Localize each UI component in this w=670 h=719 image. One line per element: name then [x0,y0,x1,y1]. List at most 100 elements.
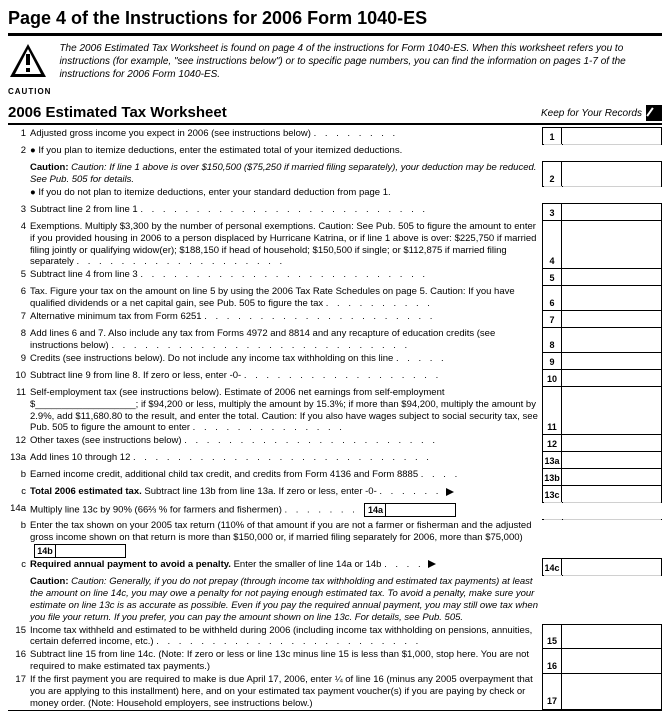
line-text: Required annual payment to avoid a penal… [30,558,542,571]
box-num: 14c [542,558,562,575]
line-text: Other taxes (see instructions below) . .… [30,434,542,447]
box-num: 13b [542,468,562,485]
box-val[interactable] [562,386,662,435]
box-num: 14a [364,503,386,517]
box-num: 2 [542,161,562,186]
pencil-icon [646,105,662,121]
line-text: Subtract line 2 from line 1 . . . . . . … [30,203,542,216]
box-num: 7 [542,310,562,327]
line-text: Earned income credit, additional child t… [30,468,542,481]
line-text: Tax. Figure your tax on the amount on li… [30,285,542,310]
line-num: 9 [8,352,30,365]
line-text: Credits (see instructions below). Do not… [30,352,542,365]
box-val[interactable] [562,468,662,485]
line-num: 5 [8,268,30,281]
caution-label: CAUTION [8,87,51,96]
line-num: 13a [8,451,30,464]
box-num: 13a [542,451,562,468]
worksheet-header: 2006 Estimated Tax Worksheet Keep for Yo… [8,104,662,125]
box-val[interactable] [562,485,662,502]
line-text: Enter the tax shown on your 2005 tax ret… [30,519,542,558]
box-num: 16 [542,648,562,673]
box-val[interactable] [562,451,662,468]
worksheet-title: 2006 Estimated Tax Worksheet [8,104,227,121]
box-val[interactable] [562,285,662,310]
box-val[interactable] [386,503,456,517]
box-val[interactable] [562,434,662,451]
box-val[interactable] [562,268,662,285]
line-text: Subtract line 9 from line 8. If zero or … [30,369,542,382]
line-num: b [8,468,30,481]
box-val[interactable] [562,127,662,144]
box-val[interactable] [562,352,662,369]
box-val[interactable] [562,220,662,269]
box-num: 5 [542,268,562,285]
box-num: 6 [542,285,562,310]
line-num: 8 [8,327,30,340]
box-val[interactable] [562,624,662,649]
line-num: 4 [8,220,30,233]
box-val[interactable] [562,369,662,386]
line-num: 10 [8,369,30,382]
line-num: 2 [8,144,30,157]
box-val[interactable] [562,558,662,575]
page-title: Page 4 of the Instructions for 2006 Form… [8,8,662,29]
line-text: If the first payment you are required to… [30,673,542,710]
line-num: c [8,485,30,498]
caution-icon: CAUTION [8,42,51,96]
box-num: 8 [542,327,562,352]
keep-records: Keep for Your Records [541,108,642,119]
box-num: 3 [542,203,562,220]
box-num: 1 [542,127,562,144]
line-num: 3 [8,203,30,216]
line-text: ● If you plan to itemize deductions, ent… [30,144,542,157]
line-num: 14a [8,502,30,515]
box-val[interactable] [562,203,662,220]
box-num: 15 [542,624,562,649]
box-num: 13c [542,485,562,502]
line-text: Total 2006 estimated tax. Subtract line … [30,485,542,498]
line-num: 7 [8,310,30,323]
line-caution: Caution: Caution: If line 1 above is ove… [30,161,542,186]
box-val[interactable] [562,161,662,186]
line-text: Adjusted gross income you expect in 2006… [30,127,542,140]
line-caution: Caution: Caution: Generally, if you do n… [30,575,542,624]
worksheet-body: 1 Adjusted gross income you expect in 20… [8,127,662,711]
box-val[interactable] [562,673,662,709]
box-num: 10 [542,369,562,386]
line-num: 1 [8,127,30,140]
line-text: ● If you do not plan to itemize deductio… [30,186,542,199]
line-text: Multiply line 13c by 90% (66⅔ % for farm… [30,502,542,517]
line-text: Income tax withheld and estimated to be … [30,624,542,649]
box-num: 4 [542,220,562,269]
line-text: Subtract line 15 from line 14c. (Note: I… [30,648,542,673]
arrow-icon [446,488,454,496]
caution-block: CAUTION The 2006 Estimated Tax Worksheet… [8,42,662,96]
line-text: Self-employment tax (see instructions be… [30,386,542,435]
line-num: 17 [8,673,30,686]
line-num: b [8,519,30,532]
intro-text: The 2006 Estimated Tax Worksheet is foun… [59,42,662,96]
line-text: Add lines 6 and 7. Also include any tax … [30,327,542,352]
line-num: 12 [8,434,30,447]
line-num: 6 [8,285,30,298]
box-val[interactable] [56,544,126,558]
box-num: 17 [542,673,562,709]
arrow-icon [428,560,436,568]
box-val[interactable] [562,310,662,327]
line-text: Exemptions. Multiply $3,300 by the numbe… [30,220,542,269]
box-num: 11 [542,386,562,435]
rule [8,33,662,36]
box-num: 12 [542,434,562,451]
line-num: 11 [8,386,30,399]
line-text: Add lines 10 through 12 . . . . . . . . … [30,451,542,464]
line-text: Alternative minimum tax from Form 6251 .… [30,310,542,323]
box-num: 14b [34,544,56,558]
box-val[interactable] [562,648,662,673]
box-num: 9 [542,352,562,369]
line-num: 15 [8,624,30,637]
line-text: Subtract line 4 from line 3 . . . . . . … [30,268,542,281]
line-num: 16 [8,648,30,661]
box-val[interactable] [562,327,662,352]
line-num: c [8,558,30,571]
